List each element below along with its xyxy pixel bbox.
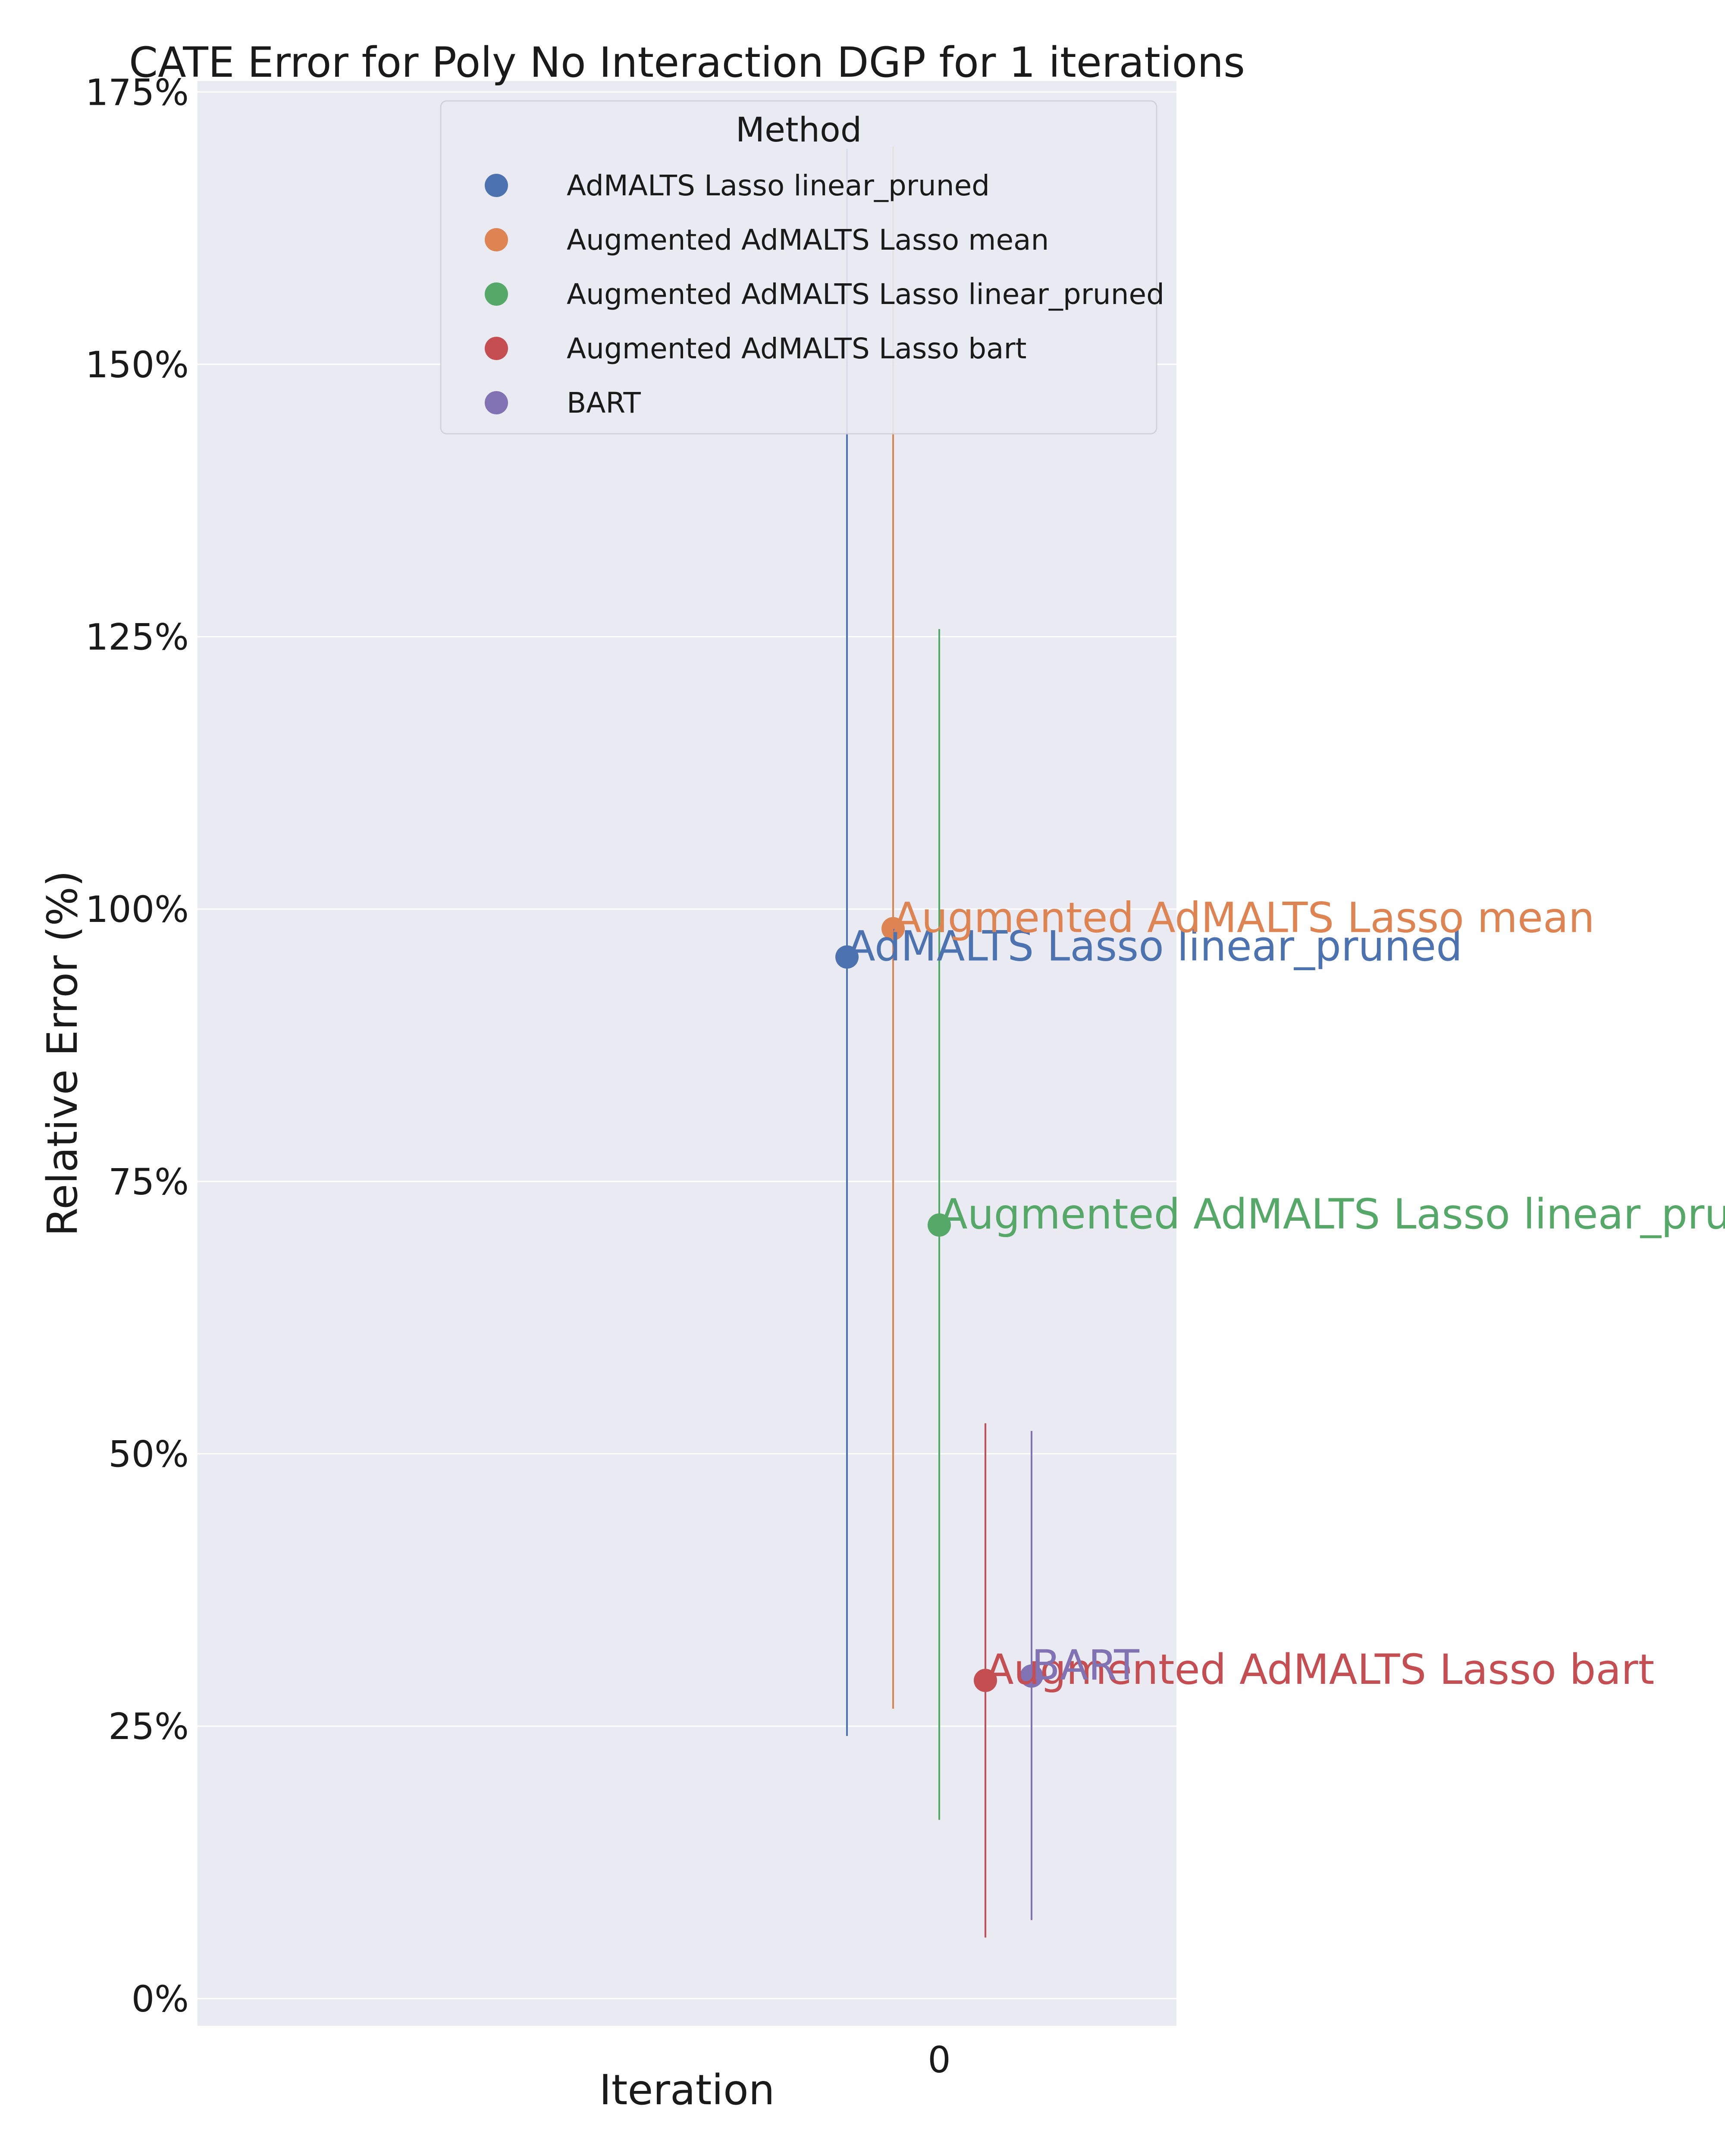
legend-items: AdMALTS Lasso linear_pruned Augmented AdM… (485, 169, 1164, 420)
y-axis-ticks: 0% 25% 50% 75% 100% 125% 150% 175% (85, 71, 189, 2020)
y-tick-label: 175% (85, 71, 189, 113)
legend-entry-label: Augmented AdMALTS Lasso bart (567, 332, 1027, 365)
x-axis-label: Iteration (599, 2066, 775, 2114)
point-label: Augmented AdMALTS Lasso bart (985, 1645, 1654, 1694)
y-tick-label: 0% (132, 1978, 189, 2020)
legend-marker (485, 337, 508, 360)
legend-marker (485, 391, 508, 414)
legend: Method AdMALTS Lasso linear_pruned Augmen… (440, 100, 1164, 435)
data-point (1020, 1664, 1043, 1688)
y-tick-label: 125% (85, 616, 189, 658)
legend-box (440, 100, 1157, 435)
point-label: AdMALTS Lasso linear_pruned (847, 922, 1462, 970)
point-label: Augmented AdMALTS Lasso linear_pruned (939, 1190, 1725, 1238)
x-tick-label: 0 (928, 2039, 950, 2081)
data-point (835, 945, 859, 969)
legend-marker (485, 174, 508, 197)
chart-title: CATE Error for Poly No Interaction DGP f… (129, 38, 1245, 87)
x-axis-ticks: 0 (928, 2039, 950, 2081)
legend-entry-label: AdMALTS Lasso linear_pruned (567, 169, 990, 202)
y-tick-label: 100% (85, 888, 189, 931)
legend-title: Method (736, 111, 862, 150)
y-tick-label: 25% (108, 1705, 189, 1748)
data-point (881, 917, 905, 940)
data-points (835, 917, 1043, 1692)
data-point (974, 1669, 997, 1692)
data-point (928, 1213, 951, 1237)
y-tick-label: 75% (108, 1161, 189, 1203)
legend-marker (485, 282, 508, 306)
legend-entry-label: Augmented AdMALTS Lasso mean (567, 223, 1049, 257)
y-axis-label: Relative Error (%) (38, 871, 87, 1236)
y-tick-label: 50% (108, 1433, 189, 1476)
point-label: Augmented AdMALTS Lasso mean (893, 894, 1595, 942)
legend-entry-label: Augmented AdMALTS Lasso linear_pruned (567, 278, 1164, 311)
y-tick-label: 150% (85, 344, 189, 386)
legend-marker (485, 228, 508, 251)
point-label: BART (1032, 1641, 1139, 1689)
legend-entry-label: BART (567, 386, 641, 420)
